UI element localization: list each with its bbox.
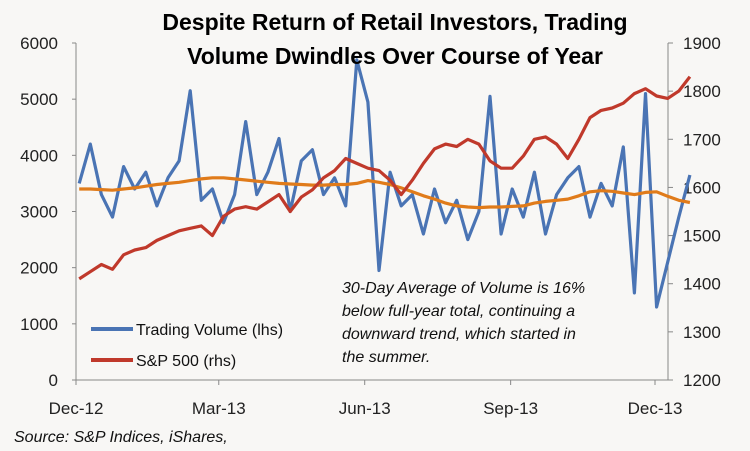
left-axis-tick-label: 6000	[20, 34, 58, 53]
left-axis-tick-label: 1000	[20, 315, 58, 334]
sp500-line	[78, 75, 692, 281]
left-axis-tick-label: 5000	[20, 90, 58, 109]
annotation-line-1: 30-Day Average of Volume is 16%	[342, 280, 585, 297]
right-axis-tick-label: 1500	[683, 227, 721, 246]
right-axis-tick-label: 1800	[683, 82, 721, 101]
x-axis-tick-label: Sep-13	[483, 399, 538, 418]
right-axis-tick-label: 1200	[683, 371, 721, 390]
trading-volume-line	[77, 58, 692, 309]
right-axis-tick-label: 1700	[683, 130, 721, 149]
volume-30day-average-line	[79, 176, 691, 210]
chart-title-line-1: Despite Return of Retail Investors, Trad…	[162, 9, 627, 35]
right-axis-tick-label: 1900	[683, 34, 721, 53]
x-axis-tick-label: Dec-12	[49, 399, 104, 418]
left-axis-tick-label: 4000	[20, 146, 58, 165]
annotation: 30-Day Average of Volume is 16% below fu…	[342, 280, 585, 366]
legend-label-volume: Trading Volume (lhs)	[136, 322, 283, 339]
x-axis-tick-label: Mar-13	[192, 399, 246, 418]
legend-label-sp500: S&P 500 (rhs)	[136, 353, 236, 370]
x-axis-tick-label: Jun-13	[339, 399, 391, 418]
source-note: Source: S&P Indices, iShares,	[14, 429, 228, 446]
left-axis-tick-label: 3000	[20, 203, 58, 222]
right-axis-tick-label: 1600	[683, 178, 721, 197]
x-axis-tick-label: Dec-13	[628, 399, 683, 418]
annotation-line-4: the summer.	[342, 349, 430, 366]
annotation-line-2: below full-year total, continuing a	[342, 303, 575, 320]
legend: Trading Volume (lhs) S&P 500 (rhs)	[91, 322, 283, 370]
chart-title-line-2: Volume Dwindles Over Course of Year	[187, 43, 603, 69]
right-axis-tick-label: 1400	[683, 275, 721, 294]
annotation-line-3: downward trend, which started in	[342, 326, 576, 343]
right-axis-tick-label: 1300	[683, 323, 721, 342]
left-axis-tick-label: 2000	[20, 259, 58, 278]
left-axis-tick-label: 0	[49, 371, 58, 390]
